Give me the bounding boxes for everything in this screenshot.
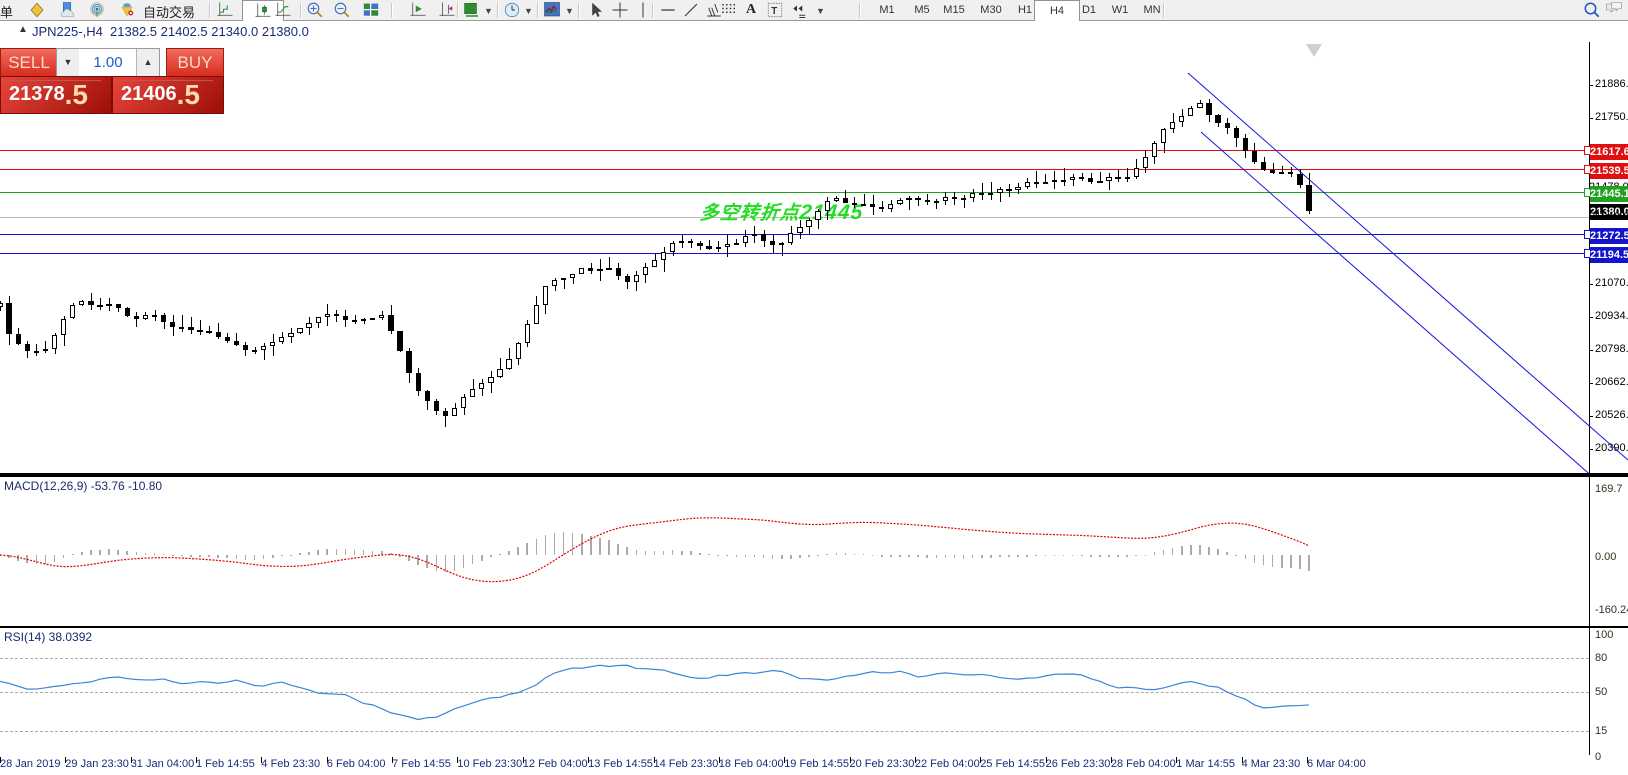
svg-text:T: T bbox=[771, 6, 777, 17]
